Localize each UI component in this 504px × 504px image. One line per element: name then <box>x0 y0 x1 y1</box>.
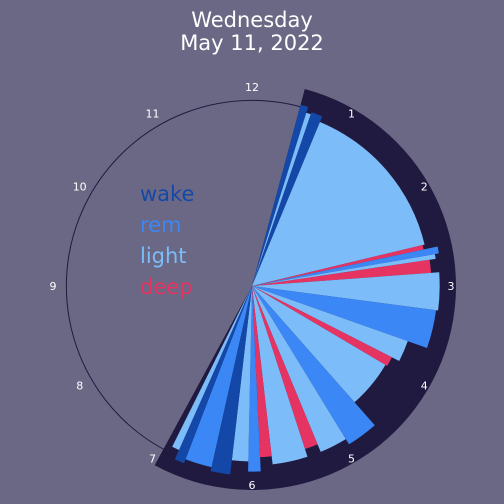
sleep-segment-light <box>252 286 308 465</box>
hour-label: 4 <box>421 380 428 393</box>
sleep-segment-wake <box>252 112 323 286</box>
chart-title-date: May 11, 2022 <box>180 31 324 55</box>
hour-label: 5 <box>348 452 355 465</box>
sleep-segment-rem <box>185 286 252 468</box>
hour-label: 8 <box>76 380 83 393</box>
sleep-segment-rem <box>252 246 439 286</box>
sleep-segment-light <box>231 286 252 462</box>
sleep-segment-deep <box>252 259 432 286</box>
sleep-segment-light <box>252 286 408 362</box>
hour-label: 12 <box>245 81 259 94</box>
hour-label: 1 <box>348 108 355 121</box>
legend: wake rem light deep <box>140 182 194 299</box>
sleep-segment-wake <box>174 286 252 464</box>
sleep-segments-layer <box>172 104 440 475</box>
sleep-segment-rem <box>248 286 261 472</box>
sleep-segment-wake <box>252 104 309 286</box>
hour-label: 10 <box>73 181 87 194</box>
hour-label: 6 <box>249 479 256 492</box>
sleep-segment-light <box>252 272 440 311</box>
sleep-segment-light <box>172 286 252 450</box>
hour-label: 7 <box>149 452 156 465</box>
sleep-segment-light <box>252 254 436 286</box>
sleep-segment-light <box>252 286 346 452</box>
hour-label: 11 <box>146 108 160 121</box>
legend-item-deep: deep <box>140 275 193 299</box>
chart-title-day: Wednesday <box>191 8 313 32</box>
sleep-segment-deep <box>252 286 392 366</box>
hour-label: 2 <box>421 181 428 194</box>
legend-item-wake: wake <box>140 182 194 206</box>
hour-label: 9 <box>50 280 57 293</box>
hour-label: 3 <box>448 280 455 293</box>
sleep-segment-light <box>252 122 425 286</box>
sleep-segment-light <box>252 286 386 403</box>
sleep-segment-rem <box>252 286 437 348</box>
sleep-segment-deep <box>252 286 318 449</box>
sleep-segment-deep <box>252 245 424 286</box>
sleep-segment-light <box>252 112 311 286</box>
sleep-segment-deep <box>252 286 272 458</box>
legend-item-light: light <box>140 244 187 268</box>
legend-item-rem: rem <box>140 213 182 237</box>
sleep-segment-rem <box>252 286 375 445</box>
sleep-segment-wake <box>210 286 252 475</box>
